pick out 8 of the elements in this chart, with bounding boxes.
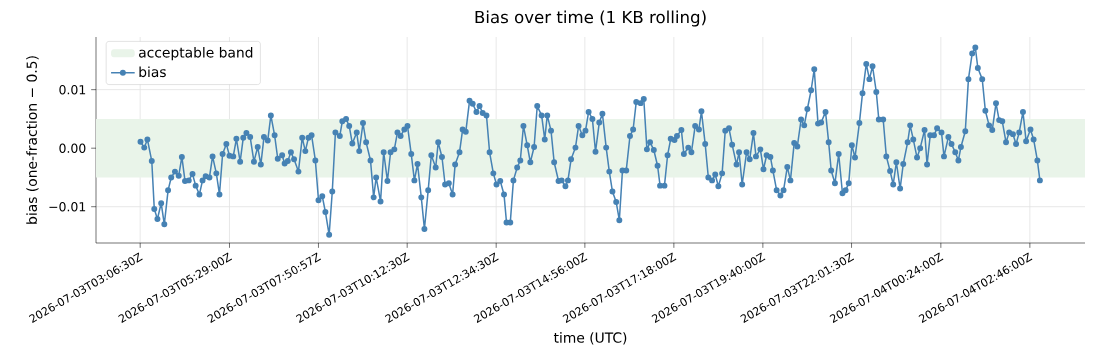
chart-title: Bias over time (1 KB rolling): [475, 10, 706, 27]
legend-label: acceptable band: [139, 46, 253, 61]
y-tick-label: 0.01: [59, 84, 86, 95]
y-axis-title: bias (one-fraction − 0.5): [26, 56, 39, 224]
x-axis-title: time (UTC): [553, 332, 627, 345]
y-tick-label: 0.00: [59, 143, 86, 153]
y-tick-label: −0.01: [49, 202, 86, 212]
legend-label: bias: [139, 66, 166, 78]
